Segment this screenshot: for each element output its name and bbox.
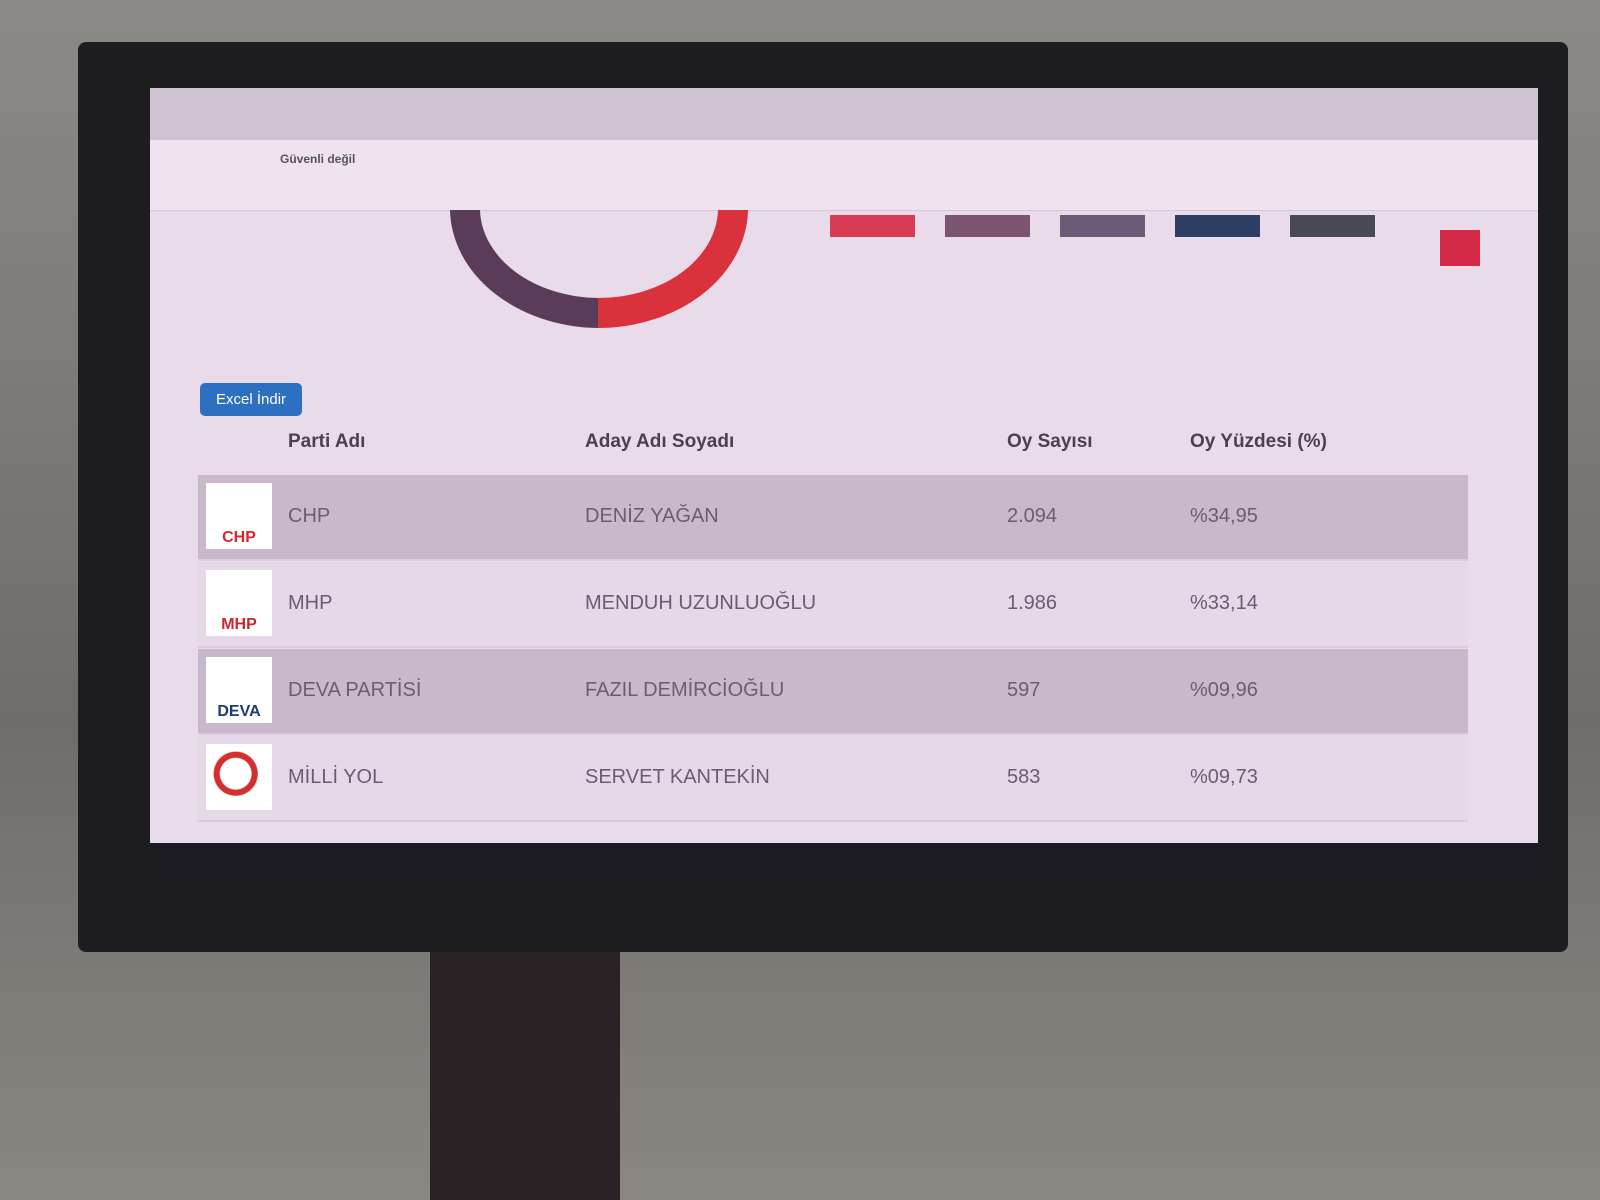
cell-votes: 583	[1007, 766, 1041, 788]
column-header: Oy Sayısı	[1007, 431, 1093, 452]
cell-candidate: DENİZ YAĞAN	[585, 505, 719, 527]
security-label: Güvenli değil	[280, 152, 356, 166]
table-row: DEVA DEVA PARTİSİ FAZIL DEMİRCİOĞLU 597 %09,…	[198, 649, 1468, 735]
party-logo: CHP	[206, 483, 272, 549]
table-row: MHP MHP MENDUH UZUNLUOĞLU 1.986 %33,14	[198, 562, 1468, 648]
cell-votes: 2.094	[1007, 505, 1058, 527]
legend-bar	[830, 215, 915, 237]
column-header: Parti Adı	[288, 431, 366, 452]
excel-button[interactable]: Excel İndir	[200, 383, 303, 416]
party-logo: DEVA	[206, 657, 272, 723]
legend-bar	[1175, 215, 1260, 237]
cell-party: MHP	[288, 592, 333, 614]
screen: Güvenli değil Excel İndir Parti Adı Aday …	[150, 88, 1538, 843]
cell-party: CHP	[288, 505, 331, 527]
table-row: CHP CHP DENİZ YAĞAN 2.094 %34,95	[198, 475, 1468, 561]
column-header: Aday Adı Soyadı	[585, 431, 735, 452]
cell-percent: %09,73	[1190, 766, 1258, 788]
donut-segment	[598, 210, 748, 328]
cell-percent: %33,14	[1190, 592, 1258, 614]
legend-bar	[1290, 215, 1375, 237]
table-row: MİLLİ YOL SERVET KANTEKİN 583 %09,73	[198, 736, 1468, 822]
party-logo	[206, 744, 272, 810]
cell-party: MİLLİ YOL	[288, 766, 384, 788]
legend-bar	[945, 215, 1030, 237]
cell-percent: %09,96	[1190, 679, 1258, 701]
cell-candidate: FAZIL DEMİRCİOĞLU	[585, 679, 785, 701]
cell-candidate: MENDUH UZUNLUOĞLU	[585, 592, 817, 614]
bookmarks-bar	[150, 182, 1538, 211]
donut-segment	[450, 210, 598, 328]
monitor-stand	[430, 940, 620, 1200]
party-logo: MHP	[206, 570, 272, 636]
address-bar: Güvenli değil	[150, 140, 1538, 182]
cell-percent: %34,95	[1190, 505, 1258, 527]
column-header: Oy Yüzdesi (%)	[1190, 431, 1327, 452]
icon-button[interactable]	[1440, 230, 1480, 266]
tab-bar	[150, 88, 1538, 140]
cell-candidate: SERVET KANTEKİN	[585, 766, 770, 788]
taskbar	[150, 843, 1538, 883]
cell-votes: 1.986	[1007, 592, 1058, 614]
legend-bar	[1060, 215, 1145, 237]
cell-party: DEVA PARTİSİ	[288, 679, 422, 701]
charts	[450, 210, 1480, 328]
cell-votes: 597	[1007, 679, 1041, 701]
content: Excel İndir Parti Adı Aday Adı Soyadı Oy S…	[198, 213, 1468, 843]
